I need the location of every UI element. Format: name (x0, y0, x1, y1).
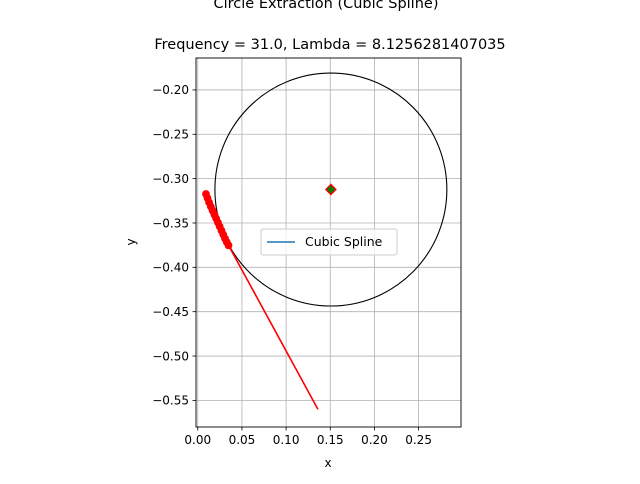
legend-label-cubic-spline: Cubic Spline (305, 234, 383, 249)
x-axis-ticks: 0.00 0.05 0.10 0.15 0.20 0.25 (184, 427, 432, 447)
series-layer (202, 183, 337, 410)
x-tick-label: 0.20 (361, 433, 388, 447)
plot-frame (195, 57, 462, 428)
y-tick-label: −0.25 (152, 128, 189, 142)
y-tick-label: −0.30 (152, 172, 189, 186)
y-axis-ticks: −0.20 −0.25 −0.30 −0.35 −0.40 −0.45 −0.50 −0.55 (152, 83, 196, 408)
chart-subtitle: Frequency = 31.0, Lambda = 8.12562814070… (154, 37, 505, 53)
fitted-circle-layer (214, 72, 448, 307)
x-tick-label: 0.25 (405, 433, 432, 447)
y-tick-label: −0.45 (152, 305, 189, 319)
spline-point (224, 241, 233, 250)
x-tick-label: 0.00 (184, 433, 211, 447)
legend: Cubic Spline (260, 228, 398, 256)
x-tick-label: 0.05 (229, 433, 256, 447)
x-axis-label: x (324, 456, 331, 470)
chart-title: Circle Extraction (Cubic Spline) (214, 0, 439, 12)
y-tick-label: −0.55 (152, 394, 189, 408)
x-tick-label: 0.10 (273, 433, 300, 447)
y-axis-label: y (124, 238, 138, 245)
legend-box (260, 228, 398, 256)
circle-center-marker (324, 183, 337, 196)
y-tick-label: −0.40 (152, 261, 189, 275)
fitted-circle (214, 72, 448, 307)
y-tick-label: −0.20 (152, 83, 189, 97)
x-tick-label: 0.15 (317, 433, 344, 447)
y-tick-label: −0.35 (152, 216, 189, 230)
y-tick-label: −0.50 (152, 349, 189, 363)
